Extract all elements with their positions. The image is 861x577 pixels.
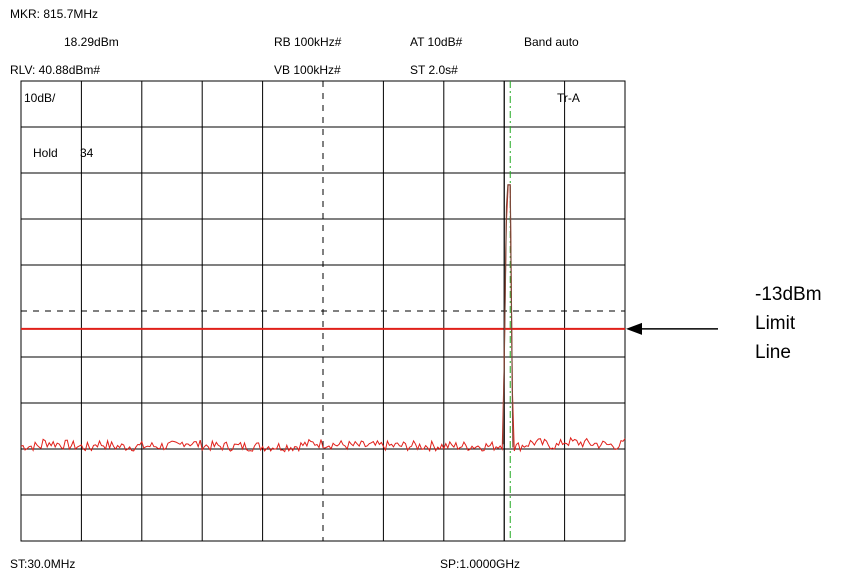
grid (21, 81, 625, 541)
arrow-head (626, 322, 642, 335)
signal-peak (502, 184, 514, 448)
spectrum-trace (20, 184, 626, 453)
hold-count: 34 (80, 146, 94, 160)
marker-level: 18.29dBm (64, 35, 119, 49)
limit-arrow-group (626, 322, 718, 335)
sweep-time: ST 2.0s# (410, 63, 458, 77)
stop-frequency: SP:1.0000GHz (440, 557, 521, 571)
video-bandwidth: VB 100kHz# (274, 63, 341, 77)
marker-frequency: MKR: 815.7MHz (10, 7, 99, 21)
band-setting: Band auto (524, 35, 579, 49)
annotation-limit: Limit (755, 313, 796, 334)
hold-label: Hold (33, 146, 58, 160)
resolution-bandwidth: RB 100kHz# (274, 35, 342, 49)
annotation-line: Line (755, 342, 791, 363)
marker-group (503, 81, 511, 541)
trace-group (20, 184, 626, 453)
trace-label: Tr-A (557, 91, 580, 105)
reference-level: RLV: 40.88dBm# (10, 63, 101, 77)
attenuation: AT 10dB# (410, 35, 463, 49)
scale-label: 10dB/ (24, 91, 56, 105)
annotation-value: -13dBm (755, 284, 822, 305)
start-frequency: ST:30.0MHz (10, 557, 76, 571)
